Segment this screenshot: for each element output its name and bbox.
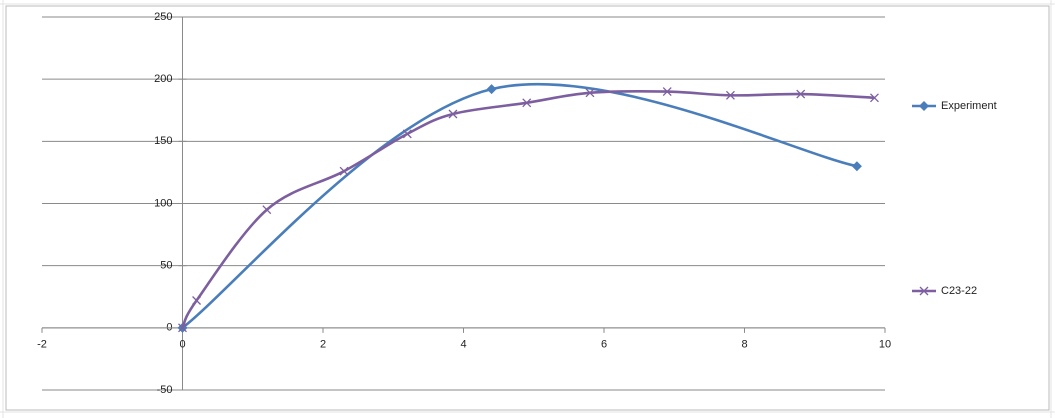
- chart-area: [5, 5, 1050, 411]
- marker: [192, 296, 202, 305]
- marker: [402, 129, 412, 139]
- x-tick-label: -2: [37, 339, 47, 351]
- y-tick-label: 100: [154, 197, 172, 209]
- marker: [262, 205, 272, 215]
- marker: [339, 166, 349, 176]
- marker: [178, 323, 187, 333]
- legend-label: Experiment: [941, 100, 997, 112]
- marker: [870, 93, 879, 103]
- marker: [486, 84, 497, 95]
- y-tick-label: 200: [154, 73, 172, 85]
- marker: [796, 89, 806, 99]
- x-tick-label: 8: [741, 339, 747, 351]
- marker: [919, 286, 929, 296]
- marker: [448, 109, 458, 119]
- marker: [585, 88, 595, 98]
- marker: [522, 98, 532, 108]
- y-tick-label: 250: [154, 11, 172, 23]
- y-tick-label: 50: [160, 260, 172, 272]
- marker: [919, 101, 929, 111]
- y-tick-label: -50: [157, 384, 173, 396]
- marker: [725, 90, 735, 100]
- x-tick-label: 4: [460, 339, 466, 351]
- marker: [851, 161, 862, 172]
- x-tick-label: 0: [179, 339, 185, 351]
- x-tick-label: 2: [320, 339, 326, 351]
- legend-label: C23-22: [941, 285, 977, 297]
- y-tick-label: 150: [154, 135, 172, 147]
- marker: [662, 87, 672, 97]
- x-tick-label: 10: [879, 339, 891, 351]
- series-line: [181, 90, 875, 329]
- x-tick-label: 6: [601, 339, 607, 351]
